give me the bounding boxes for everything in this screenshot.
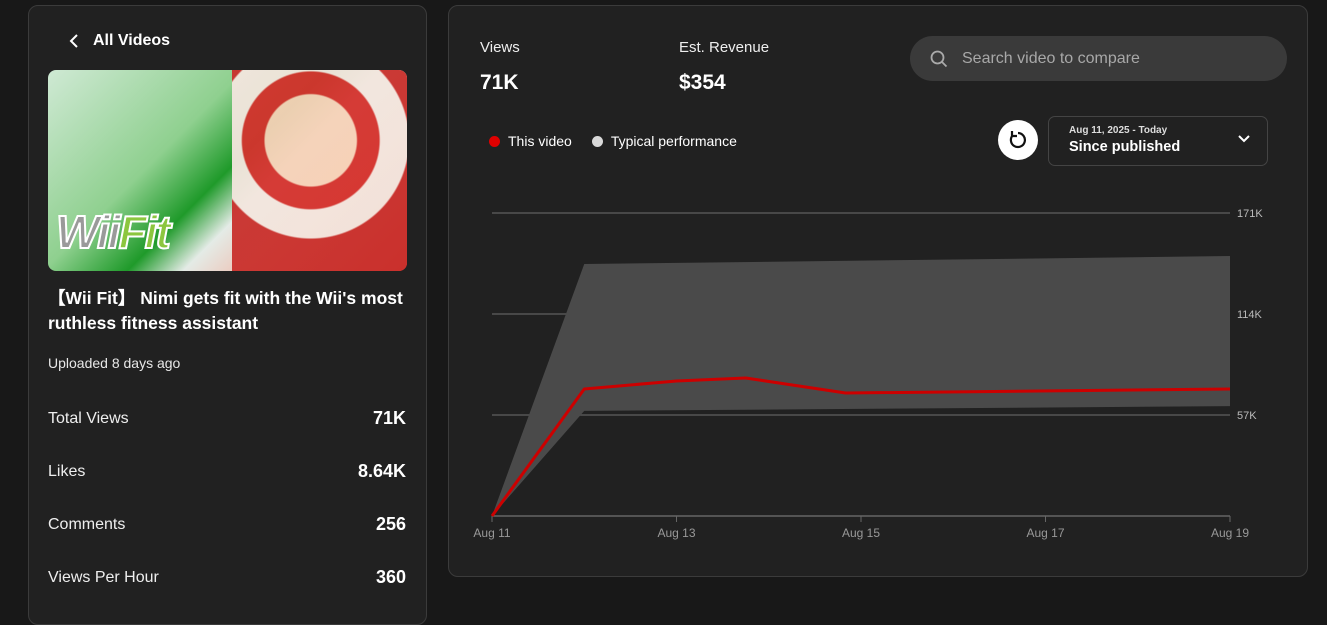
chevron-left-icon (69, 34, 78, 48)
compare-search[interactable] (910, 36, 1287, 81)
video-title: 【Wii Fit】 Nimi gets fit with the Wii's m… (48, 288, 403, 333)
y-tick-label: 114K (1237, 309, 1263, 321)
x-tick-label: Aug 13 (657, 526, 695, 540)
wii-fit-logo: WiiFit (55, 205, 172, 259)
chart-legend: This video Typical performance (489, 133, 737, 149)
x-tick-label: Aug 11 (473, 526, 510, 540)
all-videos-back-link[interactable]: All Videos (69, 32, 170, 50)
search-input[interactable] (960, 48, 1264, 69)
chevron-down-icon (1238, 135, 1250, 143)
stat-total-views: Total Views 71K (48, 408, 406, 428)
search-icon (930, 50, 948, 67)
metric-views: Views 71K (480, 39, 520, 94)
reset-icon (1009, 131, 1026, 149)
date-range-dropdown[interactable]: Aug 11, 2025 - Today Since published (1048, 116, 1268, 166)
thumbnail-character (232, 70, 407, 271)
views-chart: 57K 114K 171K Aug 11 Aug 13 Aug 15 Aug 17 Aug … (473, 208, 1263, 540)
y-tick-label: 57K (1237, 410, 1257, 422)
reset-button[interactable] (998, 120, 1038, 160)
upload-date: Uploaded 8 days ago (48, 355, 181, 371)
stat-comments: Comments 256 (48, 514, 406, 534)
legend-dot-typical (591, 135, 603, 147)
date-range-text: Aug 11, 2025 - Today (1069, 125, 1168, 136)
typical-performance-band (492, 256, 1230, 516)
x-tick-label: Aug 17 (1026, 526, 1064, 540)
y-tick-label: 171K (1237, 208, 1263, 220)
video-thumbnail[interactable]: WiiFit (48, 70, 407, 271)
date-range-label: Since published (1069, 139, 1181, 155)
this-video-line (490, 376, 1231, 517)
legend-typical: Typical performance (610, 133, 737, 149)
x-tick-label: Aug 15 (842, 526, 880, 540)
stat-likes: Likes 8.64K (48, 461, 406, 481)
back-label: All Videos (93, 32, 171, 49)
stat-views-per-hour: Views Per Hour 360 (48, 567, 406, 587)
metric-revenue: Est. Revenue $354 (679, 39, 770, 94)
legend-dot-this-video (489, 135, 500, 147)
legend-this-video: This video (508, 133, 572, 149)
x-tick-label: Aug 19 (1211, 526, 1249, 540)
video-details-panel: All Videos WiiFit 【Wii Fit】 Nimi gets fi… (28, 5, 427, 625)
